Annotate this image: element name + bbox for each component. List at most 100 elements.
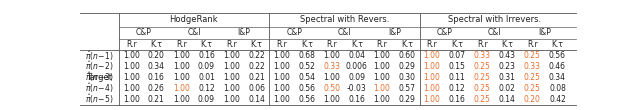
Text: 1.00: 1.00 (424, 62, 440, 71)
Text: $\hat{\pi}$$(n\!-\!4)$: $\hat{\pi}$$(n\!-\!4)$ (84, 82, 113, 95)
Text: 1.00: 1.00 (223, 51, 240, 60)
Text: R.r: R.r (176, 40, 187, 49)
Text: I&P: I&P (538, 28, 552, 37)
Text: 0.07: 0.07 (449, 51, 466, 60)
Text: 0.15: 0.15 (449, 62, 466, 71)
Text: 0.21: 0.21 (248, 73, 265, 82)
Text: 0.46: 0.46 (549, 62, 566, 71)
Text: 0.56: 0.56 (549, 51, 566, 60)
Text: 1.00: 1.00 (323, 51, 340, 60)
Text: 0.54: 0.54 (298, 73, 316, 82)
Text: 0.29: 0.29 (399, 62, 415, 71)
Text: 1.00: 1.00 (173, 73, 190, 82)
Text: R.r: R.r (427, 40, 438, 49)
Text: 1.00: 1.00 (374, 51, 390, 60)
Text: Target: Target (86, 73, 112, 82)
Text: $\hat{\pi}$$(n\!-\!3)$: $\hat{\pi}$$(n\!-\!3)$ (84, 71, 113, 84)
Text: K.τ: K.τ (501, 40, 513, 49)
Text: C&I: C&I (337, 28, 351, 37)
Text: 0.20: 0.20 (524, 95, 541, 104)
Text: 0.34: 0.34 (148, 62, 164, 71)
Text: 0.23: 0.23 (499, 62, 516, 71)
Text: 0.29: 0.29 (399, 95, 415, 104)
Text: $\hat{\pi}$$(n\!-\!2)$: $\hat{\pi}$$(n\!-\!2)$ (84, 60, 113, 73)
Text: 0.02: 0.02 (499, 84, 516, 93)
Text: 0.09: 0.09 (198, 95, 215, 104)
Text: 0.09: 0.09 (348, 73, 365, 82)
Text: 1.00: 1.00 (374, 62, 390, 71)
Text: 1.00: 1.00 (374, 73, 390, 82)
Text: 0.34: 0.34 (549, 73, 566, 82)
Text: 0.25: 0.25 (524, 84, 541, 93)
Text: 1.00: 1.00 (223, 95, 240, 104)
Text: I&P: I&P (237, 28, 250, 37)
Text: 1.00: 1.00 (323, 95, 340, 104)
Text: 0.21: 0.21 (148, 95, 164, 104)
Text: 1.00: 1.00 (273, 73, 290, 82)
Text: HodgeRank: HodgeRank (170, 16, 218, 25)
Text: 0.43: 0.43 (499, 51, 516, 60)
Text: R.r: R.r (527, 40, 538, 49)
Text: 0.22: 0.22 (248, 62, 265, 71)
Text: K.τ: K.τ (200, 40, 212, 49)
Text: 0.25: 0.25 (524, 73, 541, 82)
Text: 1.00: 1.00 (273, 51, 290, 60)
Text: 1.00: 1.00 (223, 84, 240, 93)
Text: 0.25: 0.25 (474, 95, 491, 104)
Text: K.τ: K.τ (401, 40, 413, 49)
Text: 1.00: 1.00 (123, 62, 140, 71)
Text: 1.00: 1.00 (123, 73, 140, 82)
Text: 1.00: 1.00 (323, 73, 340, 82)
Text: 0.16: 0.16 (348, 95, 365, 104)
Text: 1.00: 1.00 (273, 62, 290, 71)
Text: 1.00: 1.00 (223, 73, 240, 82)
Text: 0.16: 0.16 (198, 51, 215, 60)
Text: 1.00: 1.00 (424, 51, 440, 60)
Text: 0.06: 0.06 (248, 84, 265, 93)
Text: -0.03: -0.03 (347, 84, 367, 93)
Text: 1.00: 1.00 (123, 95, 140, 104)
Text: R.r: R.r (226, 40, 237, 49)
Text: 0.14: 0.14 (499, 95, 516, 104)
Text: 0.31: 0.31 (499, 73, 516, 82)
Text: $\hat{\pi}$$(n\!-\!5)$: $\hat{\pi}$$(n\!-\!5)$ (84, 93, 113, 106)
Text: 0.56: 0.56 (298, 95, 316, 104)
Text: 0.25: 0.25 (474, 84, 491, 93)
Text: K.τ: K.τ (251, 40, 262, 49)
Text: $\hat{\pi}$$(n\!-\!1)$: $\hat{\pi}$$(n\!-\!1)$ (84, 49, 113, 63)
Text: 0.50: 0.50 (323, 84, 340, 93)
Text: 0.25: 0.25 (524, 51, 541, 60)
Text: 1.00: 1.00 (173, 84, 190, 93)
Text: K.τ: K.τ (451, 40, 463, 49)
Text: 0.33: 0.33 (323, 62, 340, 71)
Text: 0.52: 0.52 (298, 62, 315, 71)
Text: 0.33: 0.33 (524, 62, 541, 71)
Text: R.r: R.r (477, 40, 488, 49)
Text: 1.00: 1.00 (424, 73, 440, 82)
Text: 1.00: 1.00 (374, 95, 390, 104)
Text: 0.12: 0.12 (449, 84, 465, 93)
Text: I&P: I&P (388, 28, 401, 37)
Text: 0.68: 0.68 (298, 51, 315, 60)
Text: 1.00: 1.00 (374, 84, 390, 93)
Text: C&P: C&P (136, 28, 152, 37)
Text: 0.08: 0.08 (549, 84, 566, 93)
Text: 0.12: 0.12 (198, 84, 215, 93)
Text: 1.00: 1.00 (173, 51, 190, 60)
Text: R.r: R.r (126, 40, 136, 49)
Text: K.τ: K.τ (150, 40, 162, 49)
Text: 0.26: 0.26 (148, 84, 164, 93)
Text: 0.25: 0.25 (474, 73, 491, 82)
Text: R.r: R.r (376, 40, 387, 49)
Text: 0.09: 0.09 (198, 62, 215, 71)
Text: 0.006: 0.006 (346, 62, 368, 71)
Text: 0.04: 0.04 (348, 51, 365, 60)
Text: 0.20: 0.20 (148, 51, 164, 60)
Text: 1.00: 1.00 (123, 84, 140, 93)
Text: 0.01: 0.01 (198, 73, 215, 82)
Text: 0.33: 0.33 (474, 51, 491, 60)
Text: 0.56: 0.56 (298, 84, 316, 93)
Text: C&I: C&I (187, 28, 201, 37)
Text: 1.00: 1.00 (424, 84, 440, 93)
Text: 0.60: 0.60 (399, 51, 415, 60)
